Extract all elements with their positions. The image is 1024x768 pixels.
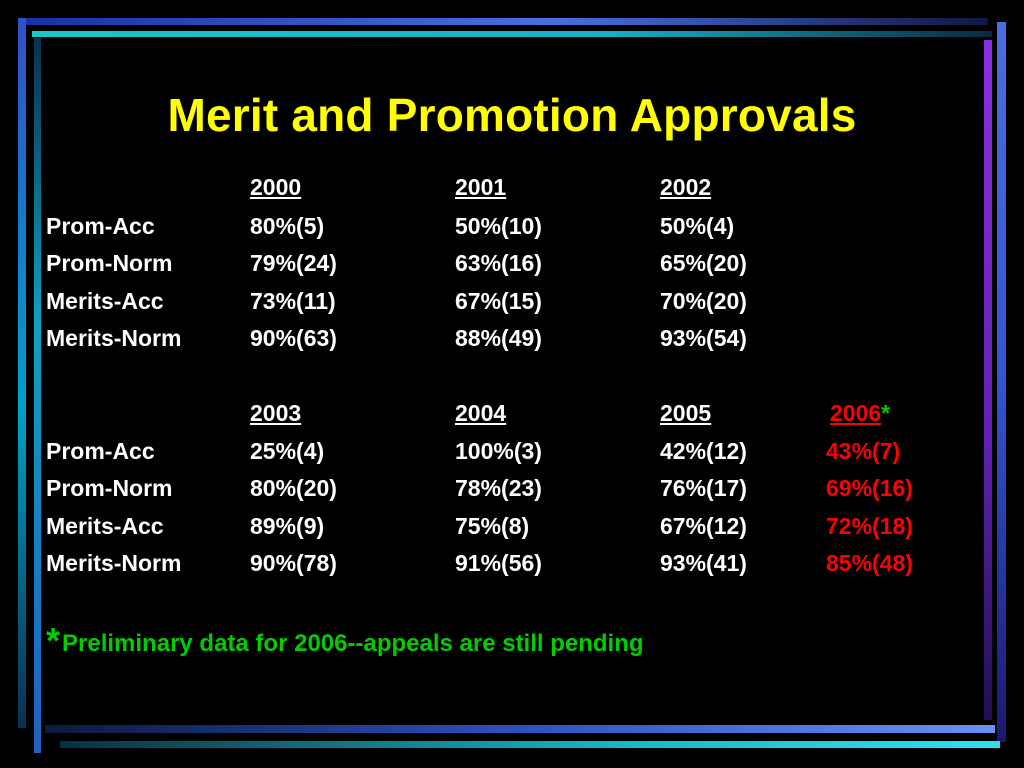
table-cell: 70%(20) [660, 288, 747, 314]
row-label: Prom-Acc [46, 438, 155, 464]
table-cell-preliminary: 85%(48) [826, 550, 913, 576]
frame-bar-top-outer [18, 18, 988, 25]
row-label: Prom-Norm [46, 475, 173, 501]
table-cell: 50%(10) [455, 213, 542, 239]
frame-bar-left-inner [34, 38, 41, 753]
table-cell-preliminary: 43%(7) [826, 438, 901, 464]
frame-bar-top-inner [32, 31, 992, 37]
table-cell: 90%(78) [250, 550, 337, 576]
table-cell: 80%(5) [250, 213, 325, 239]
row-label: Prom-Norm [46, 250, 173, 276]
row-label: Merits-Norm [46, 550, 182, 576]
frame-bar-bottom-outer [45, 725, 995, 733]
row-label: Merits-Acc [46, 513, 164, 539]
table-cell: 67%(15) [455, 288, 542, 314]
frame-bar-right-inner [984, 40, 992, 720]
table-cell: 90%(63) [250, 325, 337, 351]
table-cell: 78%(23) [455, 475, 542, 501]
table-cell: 88%(49) [455, 325, 542, 351]
table-cell: 63%(16) [455, 250, 542, 276]
table-cell: 65%(20) [660, 250, 747, 276]
year-header: 2004 [455, 400, 507, 426]
table-cell: 91%(56) [455, 550, 542, 576]
preliminary-marker: * [881, 400, 891, 426]
year-header: 2002 [660, 174, 712, 200]
table-cell: 42%(12) [660, 438, 747, 464]
year-header: 2003 [250, 400, 302, 426]
footnote: *Preliminary data for 2006--appeals are … [46, 620, 644, 662]
year-header: 2001 [455, 174, 507, 200]
table-cell: 25%(4) [250, 438, 325, 464]
table-cell: 67%(12) [660, 513, 747, 539]
frame-bar-bottom-inner [60, 741, 1000, 748]
row-label: Merits-Acc [46, 288, 164, 314]
table-cell-preliminary: 69%(16) [826, 475, 913, 501]
frame-bar-left-outer [18, 18, 26, 728]
table-cell: 79%(24) [250, 250, 337, 276]
year-header: 2006 [830, 400, 882, 426]
footnote-text: Preliminary data for 2006--appeals are s… [62, 630, 644, 657]
row-label: Prom-Acc [46, 213, 155, 239]
table-cell-preliminary: 72%(18) [826, 513, 913, 539]
row-label: Merits-Norm [46, 325, 182, 351]
table-cell: 93%(41) [660, 550, 747, 576]
table-cell: 76%(17) [660, 475, 747, 501]
year-header: 2005 [660, 400, 712, 426]
year-header-preliminary: 2006* [830, 398, 890, 428]
page-title: Merit and Promotion Approvals [167, 89, 857, 141]
footnote-marker: * [46, 620, 61, 661]
table-cell: 75%(8) [455, 513, 530, 539]
table-cell: 89%(9) [250, 513, 325, 539]
table-cell: 50%(4) [660, 213, 735, 239]
table-cell: 93%(54) [660, 325, 747, 351]
table-cell: 80%(20) [250, 475, 337, 501]
table-cell: 73%(11) [250, 288, 336, 314]
year-header: 2000 [250, 174, 302, 200]
frame-bar-right-outer [997, 22, 1006, 742]
table-cell: 100%(3) [455, 438, 542, 464]
